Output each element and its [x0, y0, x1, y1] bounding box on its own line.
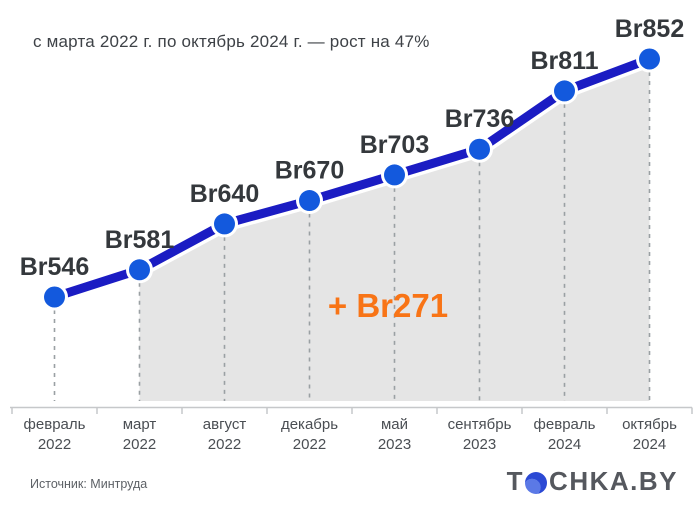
data-point	[639, 48, 660, 70]
data-point	[299, 190, 320, 212]
data-point-label: Br811	[530, 47, 598, 75]
source-note: Источник: Минтруда	[30, 477, 148, 491]
data-point-label: Br852	[615, 15, 685, 43]
brand-logo: T CHKA.BY	[507, 466, 678, 497]
data-point	[554, 80, 575, 102]
data-point-label: Br703	[360, 131, 430, 159]
data-point-label: Br640	[190, 180, 260, 208]
growth-annotation: + Br271	[328, 287, 448, 324]
data-point-label: Br581	[105, 226, 175, 254]
chart-title: с марта 2022 г. по октябрь 2024 г. — рос…	[33, 32, 430, 51]
data-point-label: Br670	[275, 157, 345, 185]
data-point-label: Br736	[445, 105, 515, 133]
data-point	[469, 138, 490, 160]
brand-logo-suffix: CHKA.BY	[549, 466, 678, 496]
brand-logo-prefix: T	[506, 466, 525, 496]
data-point	[214, 213, 235, 235]
brand-logo-dot-icon	[525, 471, 548, 494]
data-point	[384, 164, 405, 186]
shaded-area	[139, 59, 650, 401]
trend-line	[50, 54, 654, 302]
data-point	[44, 286, 65, 308]
data-point-label: Br546	[20, 253, 90, 281]
data-point	[129, 259, 150, 281]
